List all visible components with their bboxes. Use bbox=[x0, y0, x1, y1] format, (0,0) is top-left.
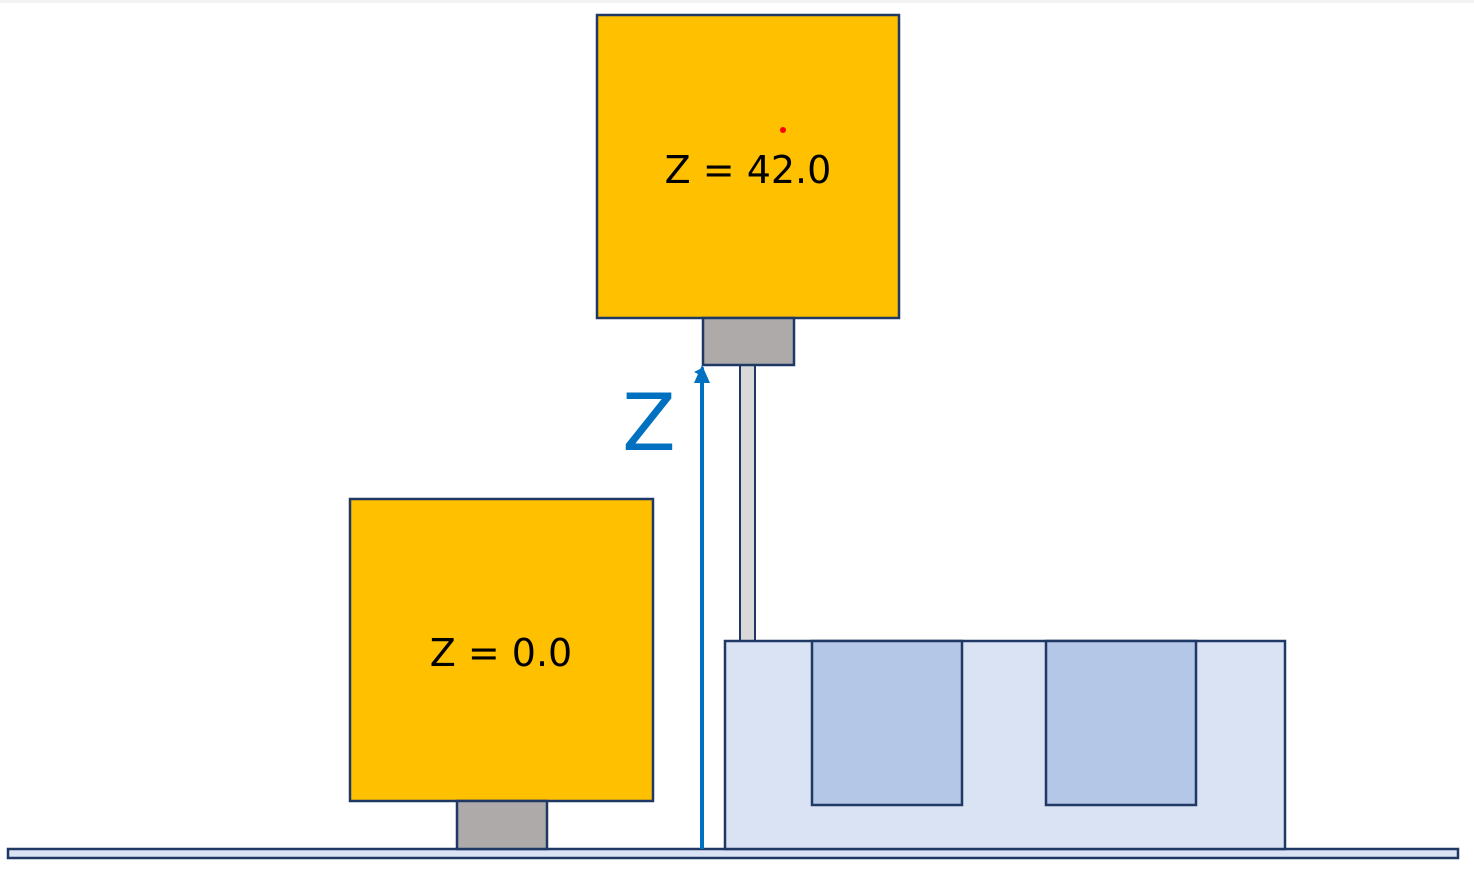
upper-block bbox=[595, 13, 901, 320]
lower-nozzle bbox=[455, 799, 549, 851]
tray-well-left bbox=[810, 639, 964, 807]
lower-block bbox=[348, 497, 655, 803]
tray-well-right bbox=[1044, 639, 1198, 807]
sample-tray bbox=[723, 639, 1287, 851]
base-platform bbox=[6, 847, 1460, 860]
top-border bbox=[0, 0, 1474, 3]
upper-nozzle bbox=[701, 316, 796, 367]
upper-block-label: Z = 42.0 bbox=[665, 148, 832, 192]
z-axis-label: Z bbox=[622, 379, 675, 469]
vertical-rail bbox=[739, 364, 756, 644]
marker-dot bbox=[780, 127, 786, 133]
lower-block-label: Z = 0.0 bbox=[430, 631, 572, 675]
z-axis-arrowhead bbox=[694, 365, 710, 383]
